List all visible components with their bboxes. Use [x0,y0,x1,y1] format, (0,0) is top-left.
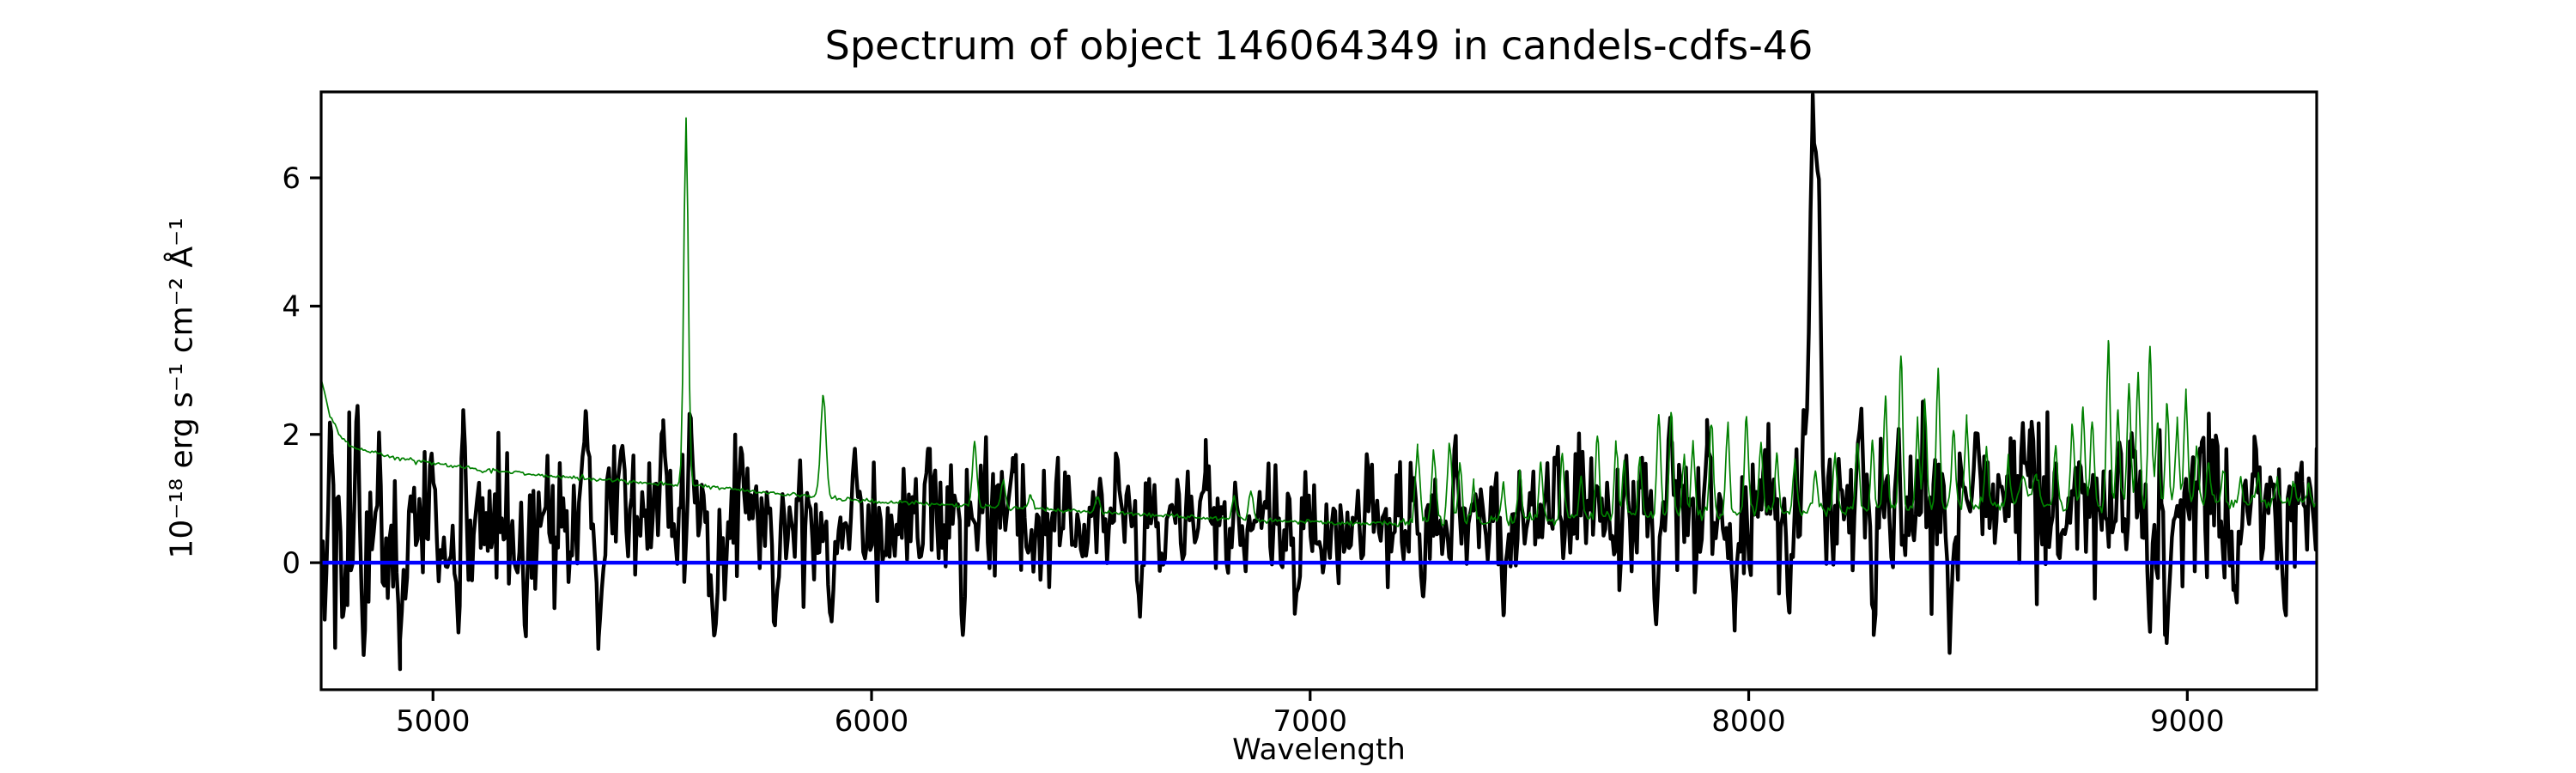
x-axis-label: Wavelength [1232,733,1406,767]
x-tick-label: 8000 [1711,704,1786,739]
x-tick-label: 7000 [1273,704,1348,739]
observed-spectrum-line [321,92,2317,672]
x-tick-label: 9000 [2150,704,2225,739]
x-tick-label: 5000 [396,704,471,739]
y-tick-label: 6 [282,161,301,196]
axes-frame [319,90,2318,691]
y-tick-label: 4 [282,289,301,324]
sky-spectrum-line [321,117,2317,527]
y-tick-label: 2 [282,418,301,453]
x-tick-label: 6000 [835,704,909,739]
chart-title: Spectrum of object 146064349 in candels-… [824,22,1814,69]
y-tick-label: 0 [282,546,301,581]
y-axis-label: 10⁻¹⁸ erg s⁻¹ cm⁻² Å⁻¹ [164,217,200,559]
